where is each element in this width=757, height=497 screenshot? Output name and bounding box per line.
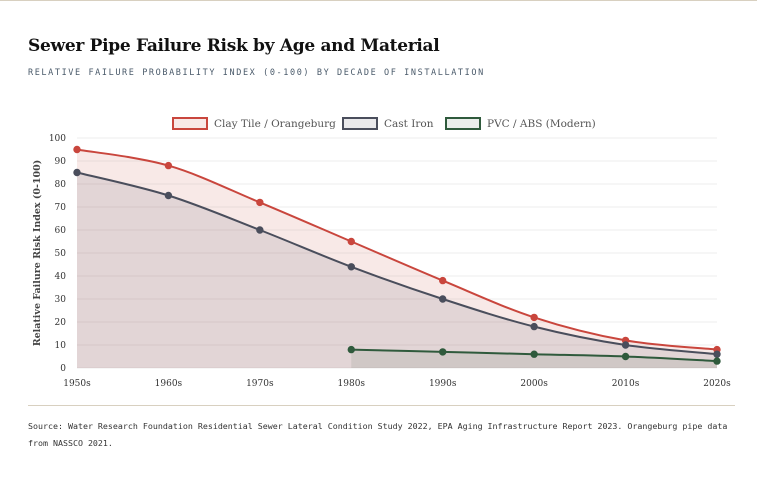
data-point — [530, 350, 538, 358]
y-tick-label: 40 — [55, 272, 67, 282]
legend-swatch — [172, 117, 208, 130]
x-tick-label: 1950s — [63, 379, 91, 389]
legend-swatch — [342, 117, 378, 130]
x-tick-label: 1970s — [246, 379, 274, 389]
divider — [28, 405, 735, 406]
data-point — [164, 161, 173, 170]
series-area — [77, 149, 717, 368]
x-tick-label: 1960s — [155, 379, 183, 389]
legend-label: PVC / ABS (Modern) — [487, 118, 596, 130]
line-chart: 0 10 20 30 40 50 60 70 80 90 100 1950s 1960s 1970s 198… — [32, 117, 731, 389]
y-tick-label: 70 — [55, 203, 67, 213]
y-tick-label: 50 — [55, 249, 67, 259]
chart-subtitle: RELATIVE FAILURE PROBABILITY INDEX (0-10… — [28, 68, 485, 78]
x-tick-label: 2020s — [703, 379, 731, 389]
x-tick-label: 1990s — [429, 379, 457, 389]
y-tick-label: 30 — [55, 295, 67, 305]
data-point — [256, 226, 264, 234]
series-line — [76, 148, 718, 351]
legend-label: Clay Tile / Orangeburg — [214, 118, 336, 130]
data-point — [621, 341, 630, 349]
x-tick-label: 2000s — [520, 379, 548, 389]
x-tick-label: 2010s — [612, 379, 640, 389]
legend-label: Cast Iron — [384, 118, 434, 130]
chart-title: Sewer Pipe Failure Risk by Age and Mater… — [28, 36, 440, 56]
y-tick-label: 60 — [55, 226, 67, 236]
data-point — [713, 350, 721, 358]
y-tick-label: 20 — [55, 318, 67, 328]
y-tick-label: 90 — [55, 157, 67, 167]
data-point — [347, 345, 355, 354]
y-tick-label: 100 — [49, 134, 66, 144]
source-note: Source: Water Research Foundation Reside… — [28, 421, 728, 448]
x-tick-label: 1980s — [338, 379, 366, 389]
data-point — [439, 348, 447, 356]
y-axis-label: Relative Failure Risk Index (0-100) — [32, 160, 43, 347]
legend-swatch — [445, 117, 481, 130]
data-point — [164, 191, 173, 200]
data-point — [256, 198, 264, 207]
top-border — [0, 0, 757, 1]
data-point — [347, 237, 355, 246]
y-tick-label: 80 — [55, 180, 67, 190]
y-tick-label: 0 — [60, 364, 66, 374]
data-point — [439, 295, 447, 303]
data-point — [621, 352, 630, 361]
data-point — [439, 276, 447, 285]
data-point — [347, 263, 355, 271]
y-tick-label: 10 — [55, 341, 67, 351]
data-point — [530, 313, 538, 322]
data-point — [73, 145, 81, 154]
series-line — [76, 171, 718, 356]
data-point — [530, 322, 538, 331]
data-point — [713, 357, 721, 365]
data-point — [73, 168, 81, 177]
